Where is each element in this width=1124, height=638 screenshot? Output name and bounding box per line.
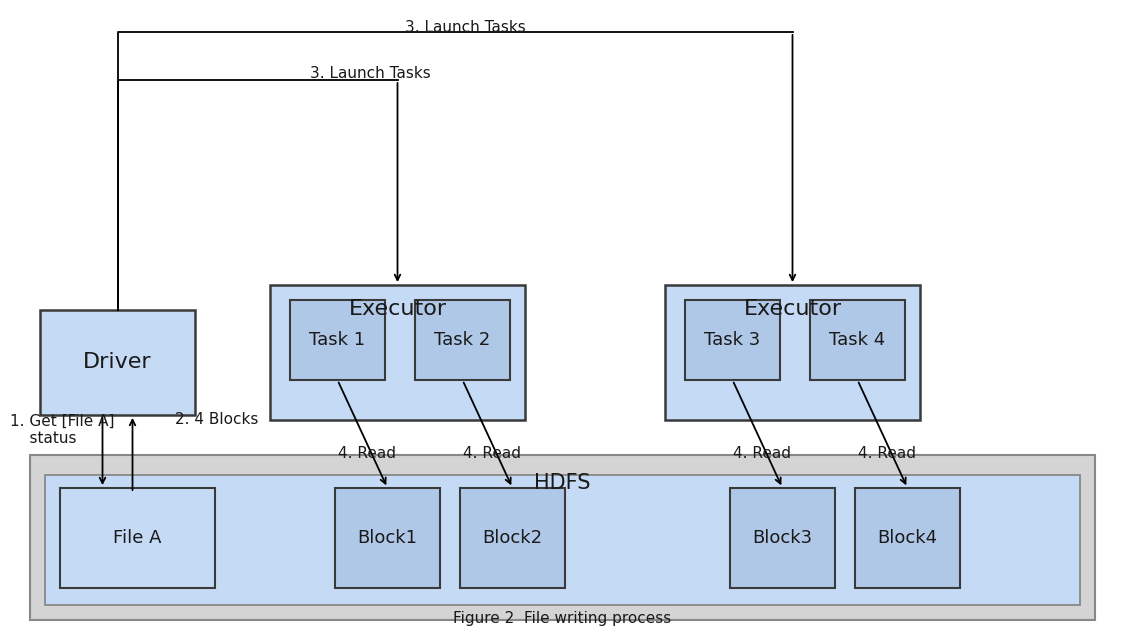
Text: Block4: Block4 — [878, 529, 937, 547]
Bar — [335, 488, 439, 588]
Text: File A: File A — [114, 529, 162, 547]
Text: HDFS: HDFS — [534, 473, 591, 493]
Text: Task 4: Task 4 — [830, 331, 886, 349]
Text: 4. Read: 4. Read — [733, 445, 791, 461]
Text: 4. Read: 4. Read — [338, 445, 396, 461]
Bar — [60, 488, 215, 588]
Text: Block2: Block2 — [482, 529, 543, 547]
Text: Block1: Block1 — [357, 529, 417, 547]
Bar — [729, 488, 835, 588]
Text: Block3: Block3 — [752, 529, 813, 547]
Text: Executor: Executor — [348, 299, 446, 319]
Bar — [665, 285, 921, 420]
Text: 2. 4 Blocks: 2. 4 Blocks — [175, 413, 259, 427]
Text: Driver: Driver — [83, 353, 152, 373]
Text: 4. Read: 4. Read — [463, 445, 522, 461]
Text: 4. Read: 4. Read — [858, 445, 916, 461]
Bar — [45, 475, 1080, 605]
Bar — [810, 300, 905, 380]
Text: Task 2: Task 2 — [434, 331, 490, 349]
Text: 3. Launch Tasks: 3. Launch Tasks — [405, 20, 525, 36]
Text: Task 1: Task 1 — [309, 331, 365, 349]
Bar — [685, 300, 780, 380]
Text: 3. Launch Tasks: 3. Launch Tasks — [310, 66, 430, 80]
Text: Executor: Executor — [743, 299, 842, 319]
Bar — [460, 488, 565, 588]
Bar — [855, 488, 960, 588]
Bar — [30, 455, 1095, 620]
Text: 1. Get [File A]
    status: 1. Get [File A] status — [10, 414, 115, 446]
Bar — [415, 300, 510, 380]
Bar — [40, 310, 194, 415]
Bar — [290, 300, 386, 380]
Text: Figure 2  File writing process: Figure 2 File writing process — [453, 611, 671, 626]
Text: Task 3: Task 3 — [705, 331, 761, 349]
Bar — [270, 285, 525, 420]
